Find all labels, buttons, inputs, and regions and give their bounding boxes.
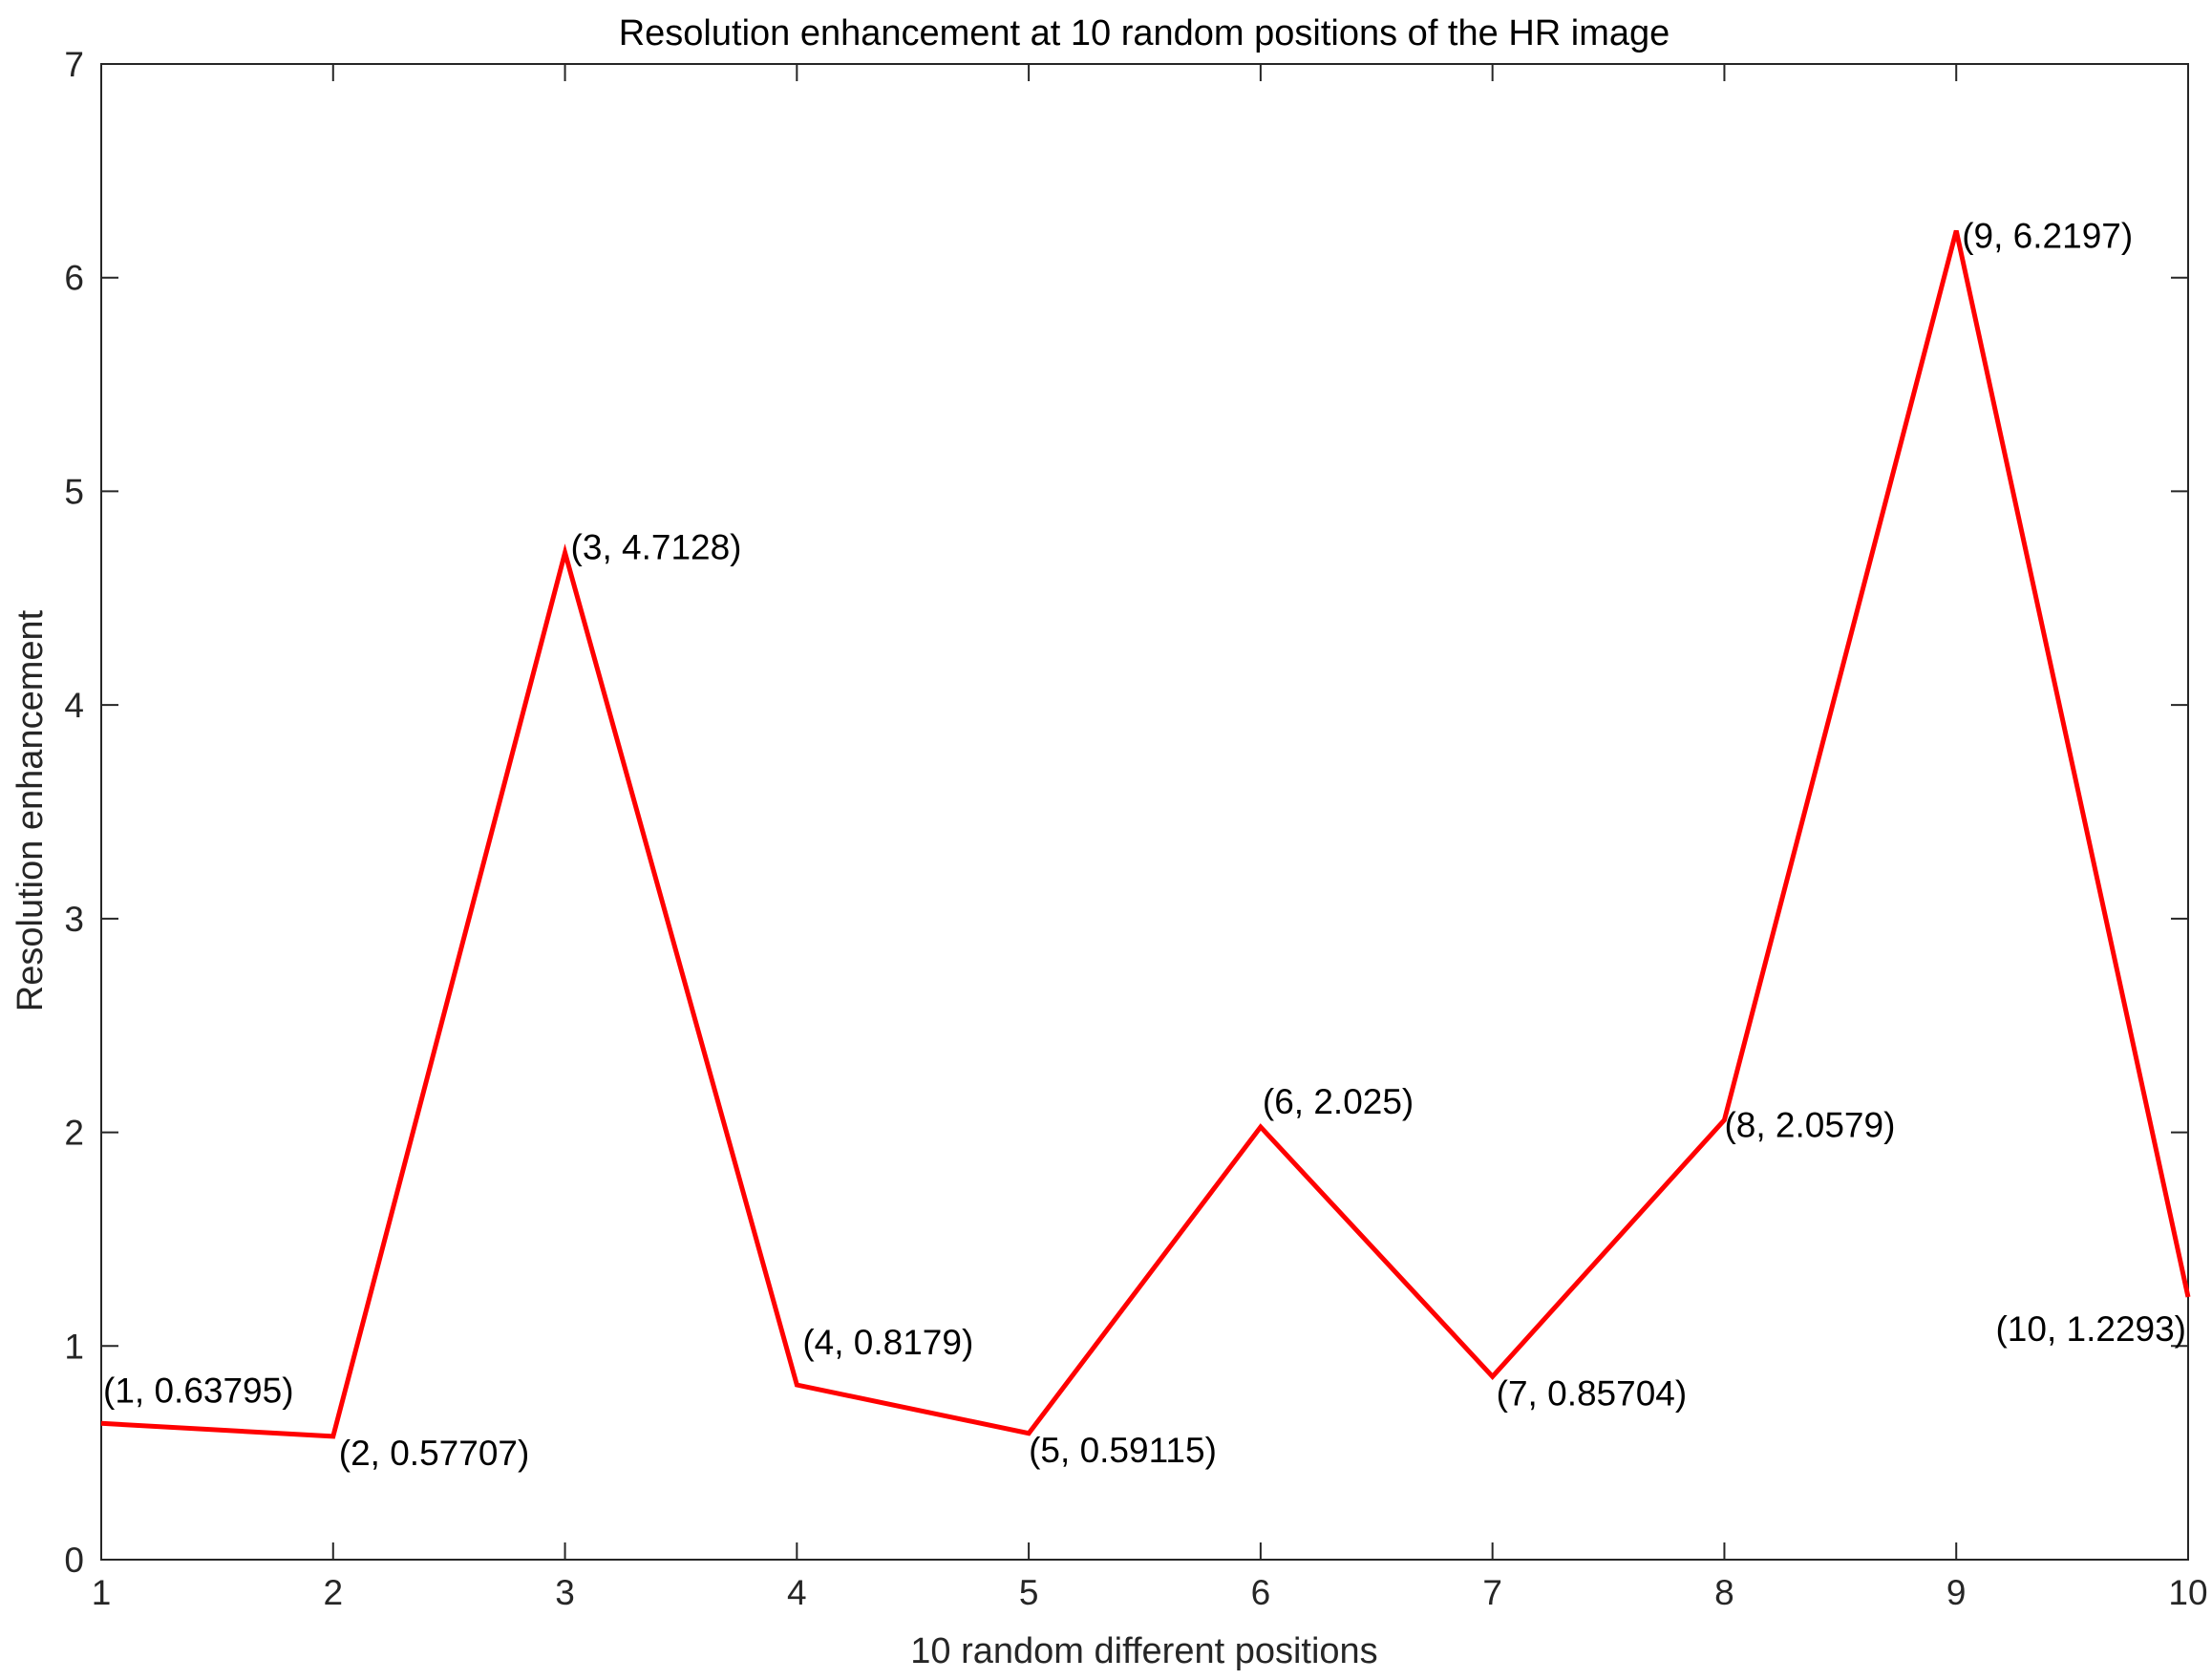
x-tick-label: 1 [92,1573,112,1612]
data-label: (9, 6.2197) [1962,217,2133,256]
series-line [100,229,2191,1439]
x-tick-label: 8 [1714,1573,1734,1612]
x-tick-label: 10 [2168,1573,2207,1612]
y-tick-label: 2 [64,1114,84,1153]
x-tick-label: 4 [787,1573,807,1612]
x-tick-label: 3 [555,1573,575,1612]
y-tick-label: 4 [64,686,84,725]
y-tick-label: 6 [64,259,84,298]
x-tick-label: 5 [1019,1573,1039,1612]
y-tick-label: 7 [64,45,84,84]
y-tick-label: 1 [64,1327,84,1366]
y-axis-label: Resolution enhancement [11,609,51,1011]
data-label: (10, 1.2293) [1995,1309,2186,1349]
data-label: (7, 0.85704) [1497,1373,1688,1413]
data-label: (3, 4.7128) [571,528,742,567]
x-tick-label: 9 [1946,1573,1967,1612]
y-tick-label: 3 [64,900,84,939]
data-label: (5, 0.59115) [1029,1431,1217,1470]
x-tick-label: 6 [1251,1573,1271,1612]
data-label: (1, 0.63795) [103,1371,294,1410]
axes-box [100,63,2189,1561]
data-label: (2, 0.57707) [339,1434,530,1473]
data-label: (8, 2.0579) [1724,1106,1895,1145]
data-label: (6, 2.025) [1263,1082,1414,1121]
data-label: (4, 0.8179) [802,1323,973,1362]
chart-title: Resolution enhancement at 10 random posi… [619,13,1670,53]
x-tick-label: 2 [323,1573,343,1612]
y-tick-label: 5 [64,472,84,511]
x-axis-label: 10 random different positions [910,1631,1377,1671]
x-tick-label: 7 [1482,1573,1502,1612]
y-tick-label: 0 [64,1541,84,1580]
